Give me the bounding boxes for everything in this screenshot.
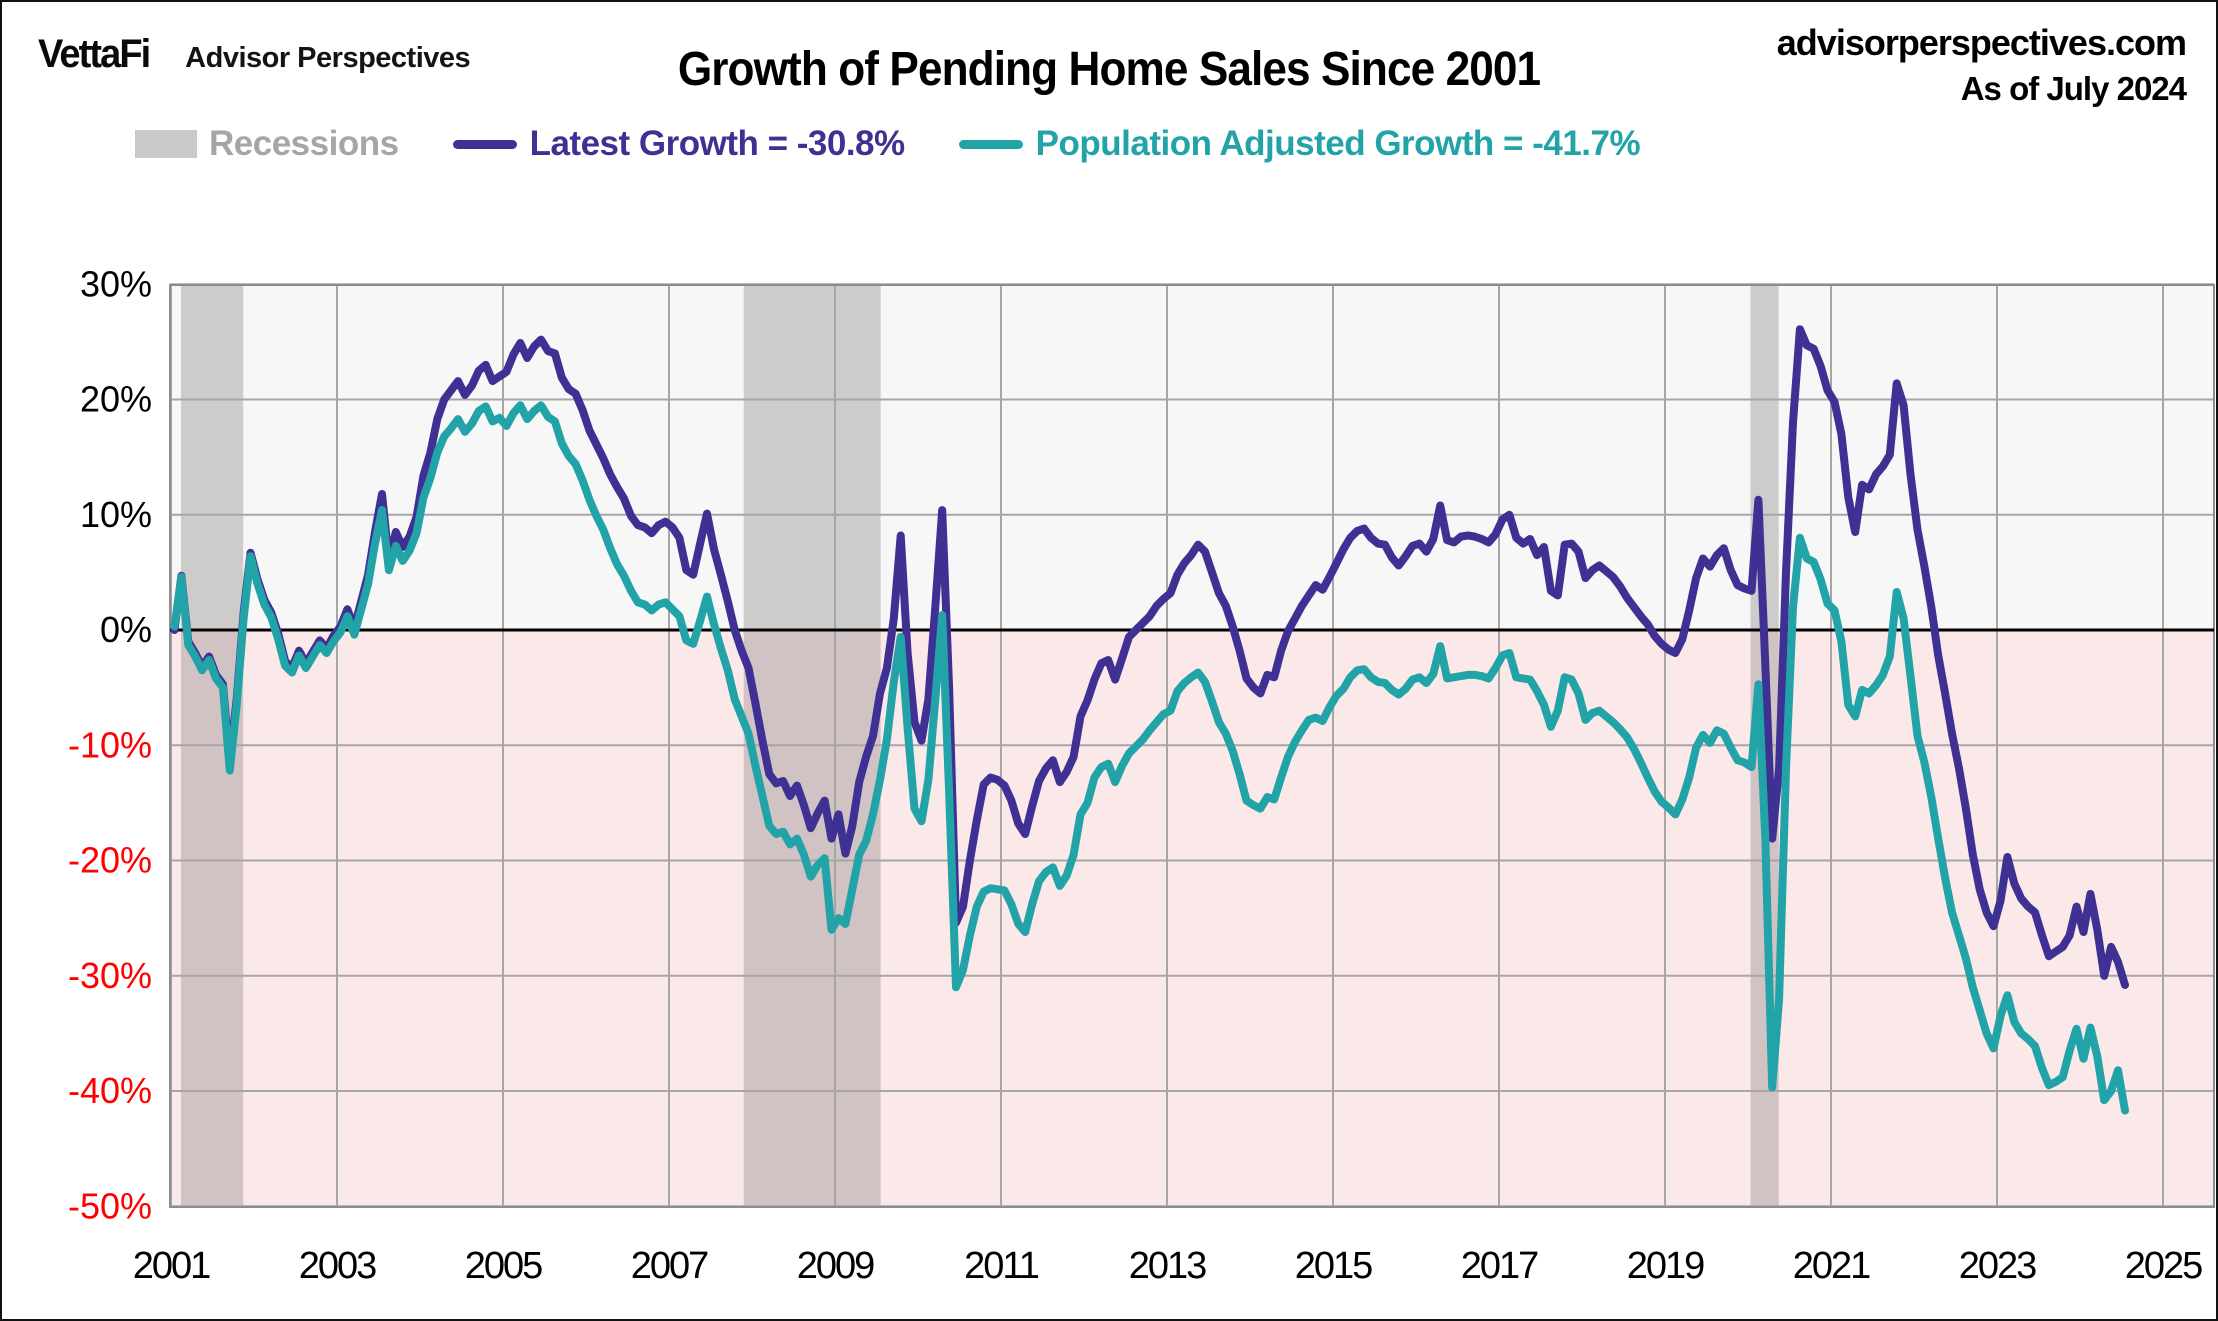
svg-text:2023: 2023 <box>1959 1245 2036 1287</box>
svg-text:-10%: -10% <box>68 724 152 765</box>
svg-text:20%: 20% <box>80 379 152 420</box>
svg-text:2015: 2015 <box>1295 1245 1372 1287</box>
svg-text:2025: 2025 <box>2125 1245 2202 1287</box>
logo: VettaFi Advisor Perspectives <box>38 32 471 77</box>
legend-recessions-label: Recessions <box>209 124 399 163</box>
svg-text:2007: 2007 <box>631 1245 708 1287</box>
svg-text:2019: 2019 <box>1627 1245 1704 1287</box>
legend-latest-growth-label: Latest Growth = -30.8% <box>529 124 906 163</box>
svg-text:2017: 2017 <box>1461 1245 1538 1287</box>
svg-text:2009: 2009 <box>797 1245 874 1287</box>
as-of-date: As of July 2024 <box>1960 70 2187 107</box>
svg-text:2003: 2003 <box>299 1245 376 1287</box>
svg-text:-30%: -30% <box>68 955 152 996</box>
chart-title: Growth of Pending Home Sales Since 2001 <box>677 43 1541 96</box>
advisor-perspectives-logo-text: Advisor Perspectives <box>185 42 471 74</box>
legend-population-adjusted-label: Population Adjusted Growth = -41.7% <box>1035 124 1641 163</box>
population-adjusted-line-swatch <box>958 139 1023 149</box>
svg-text:2011: 2011 <box>964 1245 1039 1287</box>
svg-text:-50%: -50% <box>68 1185 152 1226</box>
svg-text:2021: 2021 <box>1793 1245 1870 1287</box>
chart-legend: Recessions Latest Growth = -30.8% Popula… <box>135 124 1641 164</box>
svg-text:2013: 2013 <box>1129 1245 1206 1287</box>
source-block: advisorperspectives.com As of July 2024 <box>1776 22 2187 108</box>
latest-growth-line-swatch <box>452 139 517 149</box>
vettafi-logo: VettaFi <box>38 32 151 76</box>
svg-text:2001: 2001 <box>133 1245 210 1287</box>
source-url: advisorperspectives.com <box>1776 22 2187 63</box>
svg-text:-40%: -40% <box>68 1070 152 1111</box>
svg-text:-20%: -20% <box>68 840 152 881</box>
svg-text:0%: 0% <box>100 609 152 650</box>
recession-swatch <box>135 130 197 158</box>
svg-text:10%: 10% <box>80 494 152 535</box>
svg-text:30%: 30% <box>80 263 152 304</box>
svg-text:2005: 2005 <box>465 1245 542 1287</box>
